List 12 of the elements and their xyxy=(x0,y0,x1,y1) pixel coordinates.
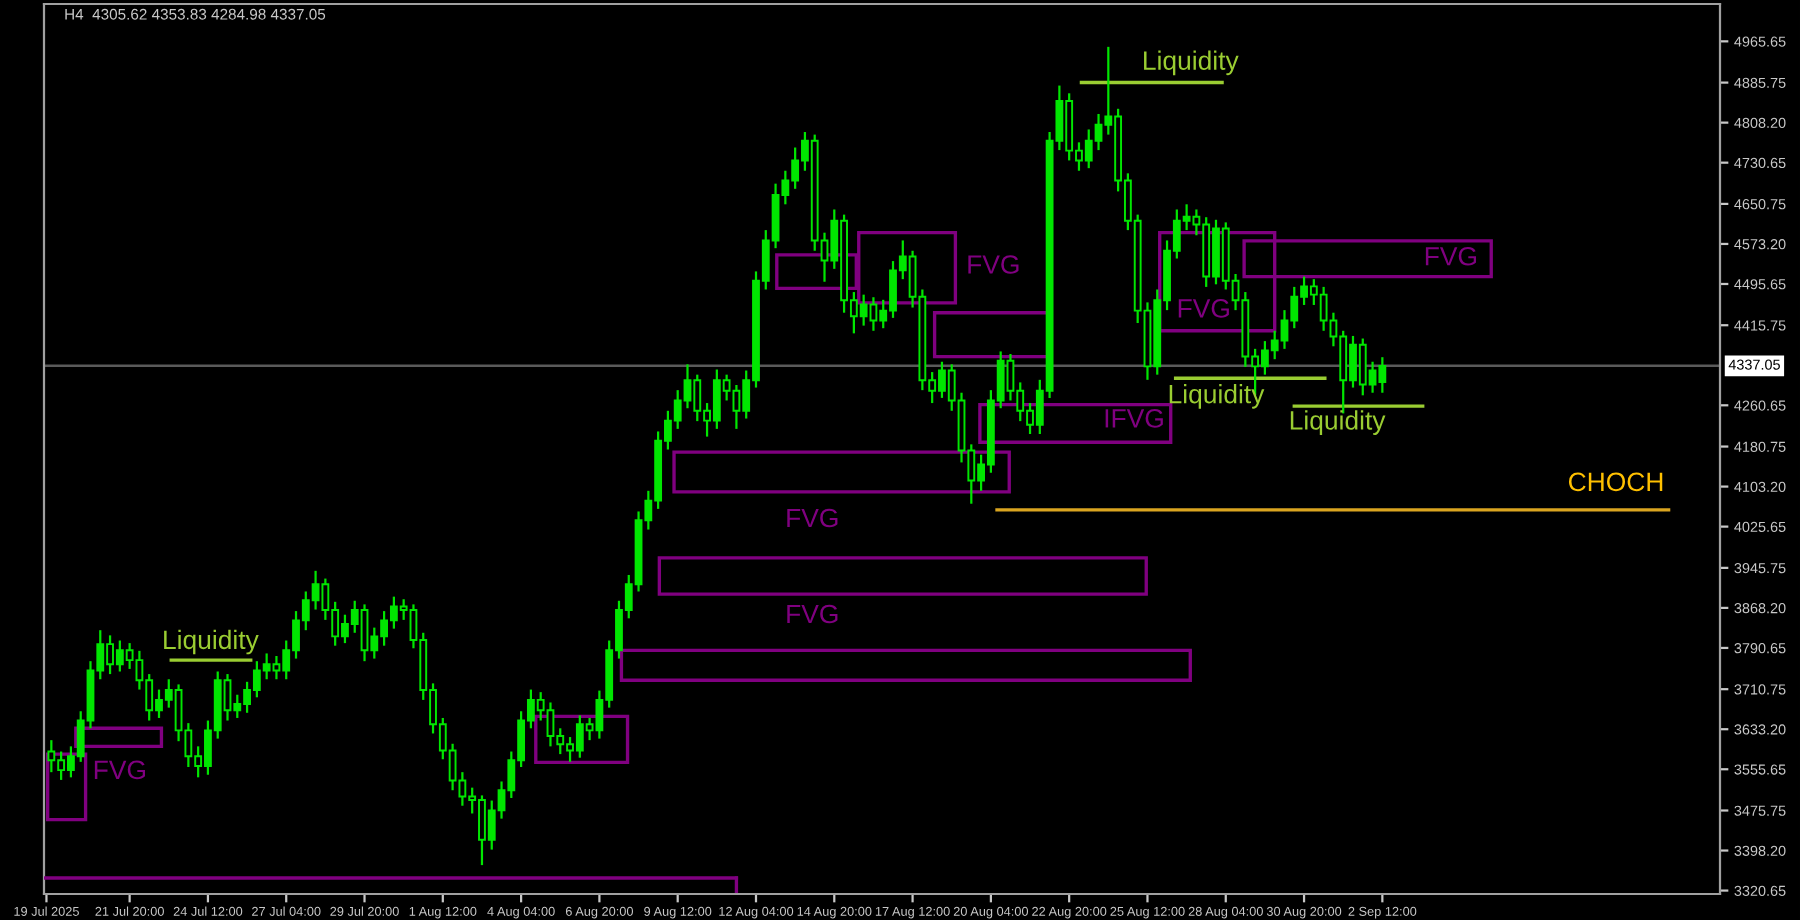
annotation: FVG xyxy=(1178,299,1229,318)
annotation: FVG xyxy=(94,760,145,780)
annotation: Liquidity xyxy=(1144,50,1239,76)
annotation: FVG xyxy=(968,255,1019,274)
annotation: Liquidity xyxy=(164,629,259,655)
annotation: IFVG xyxy=(1105,409,1163,428)
annotation: FVG xyxy=(1425,246,1477,266)
annotation: Liquidity xyxy=(1290,410,1386,435)
annotation: CHOCH xyxy=(1568,472,1663,492)
annotation: Liquidity xyxy=(1169,384,1265,409)
annotation: FVG xyxy=(787,604,838,624)
annotation: FVG xyxy=(787,508,838,528)
